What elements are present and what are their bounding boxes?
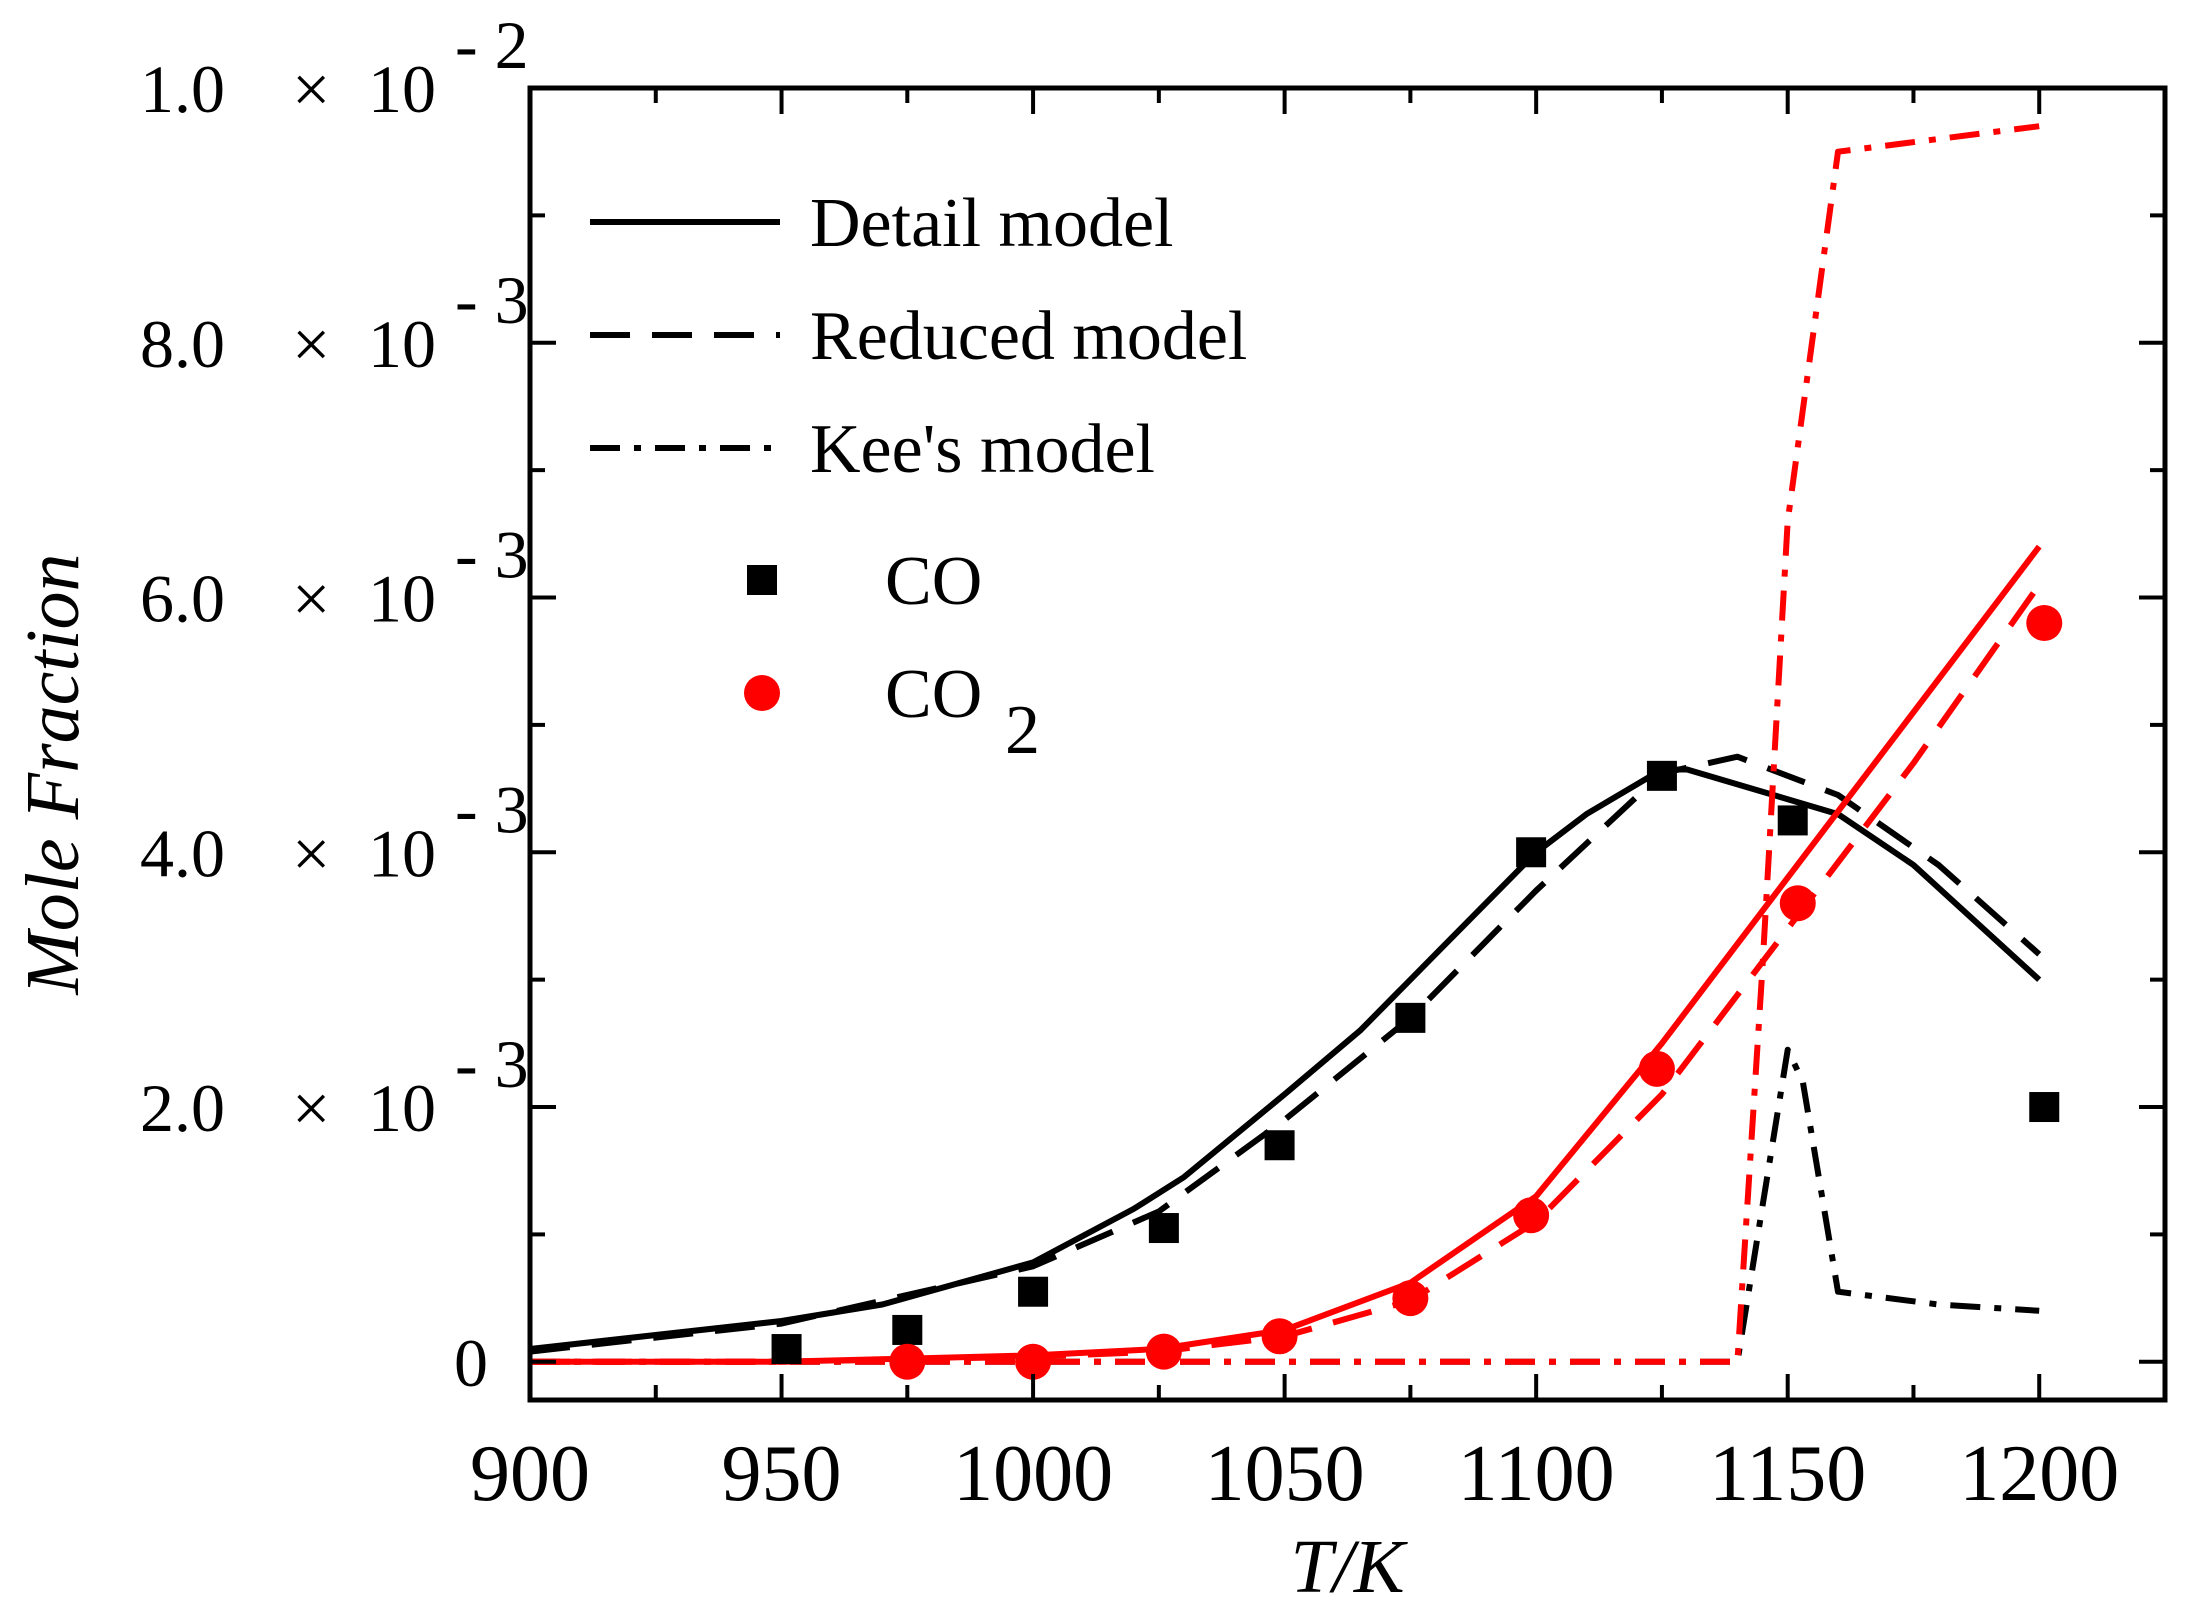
y-tick-times: × [292,815,330,891]
y-tick-base: 10 [368,1070,436,1146]
y-tick-times: × [292,306,330,382]
y-tick-exponent: - 3 [455,1026,529,1102]
data-point-co [1148,1213,1179,1244]
y-tick-exponent: - 2 [455,7,529,83]
y-tick-exponent: - 3 [455,262,529,338]
legend-label: Detail model [810,185,1174,262]
data-point-co [1018,1276,1049,1307]
y-tick-mantissa: 6.0 [140,561,225,637]
y-tick-times: × [292,51,330,127]
x-tick-label: 1050 [1205,1430,1365,1518]
y-tick-mantissa: 8.0 [140,306,225,382]
y-tick-base: 10 [368,306,436,382]
data-point-co [1777,805,1808,836]
y-tick-times: × [292,561,330,637]
data-point-co [892,1314,923,1345]
y-tick-label: 1.0 × 10 - 2 [140,7,529,127]
data-point-co2 [1261,1318,1298,1355]
x-tick-label: 950 [722,1430,842,1518]
x-tick-label: 1100 [1458,1430,1615,1518]
series-line-co-solid [529,766,2042,1352]
y-tick-label: 8.0 × 10 - 3 [140,262,529,382]
y-tick-label: 4.0 × 10 - 3 [140,771,529,891]
data-point-co2 [1145,1333,1182,1370]
legend-label: Kee's model [810,411,1155,488]
marker-layer [771,604,2063,1380]
x-tick-label: 1200 [1959,1430,2119,1518]
y-tick-exponent: - 3 [455,771,529,847]
series-line-co-dashed [529,753,2042,1355]
data-point-co [771,1334,802,1365]
y-tick-base: 10 [368,815,436,891]
data-point-co2 [1779,885,1816,922]
legend-label: CO [885,656,982,733]
y-tick-mantissa: 0 [454,1325,488,1401]
legend-marker-circle [744,675,780,711]
y-tick-label: 2.0 × 10 - 3 [140,1026,529,1146]
legend: Detail model Reduced model Kee's model CO CO… [590,185,1247,769]
x-tick-label: 900 [470,1430,590,1518]
y-tick-label: 6.0 × 10 - 3 [140,517,529,637]
y-tick-label: 0 [454,1325,488,1401]
y-tick-base: 10 [368,561,436,637]
legend-label-subscript: 2 [1005,692,1040,769]
y-tick-mantissa: 2.0 [140,1070,225,1146]
y-tick-times: × [292,1070,330,1146]
data-point-co2 [889,1343,926,1380]
y-tick-mantissa: 1.0 [140,51,225,127]
y-tick-mantissa: 4.0 [140,815,225,891]
y-axis-title: Mole Fraction [11,553,95,995]
series-line-co2-solid [530,544,2042,1365]
x-tick-label: 1150 [1709,1430,1866,1518]
data-point-co [1395,1002,1426,1033]
series-line-co2-dashdot [530,123,2040,1365]
tick-layer: 900 950 1000 1050 1100 1150 1200 0 2.0 × 10 - 3 4.0 ×… [140,7,2165,1518]
x-tick-label: 1000 [953,1430,1113,1518]
data-point-co2 [1015,1343,1052,1380]
data-point-co2 [2026,604,2063,641]
series-layer [529,123,2042,1365]
legend-marker-square [747,565,777,595]
plot-frame [527,85,2168,1403]
data-point-co2 [1513,1197,1550,1234]
legend-label: CO [885,543,982,620]
y-tick-exponent: - 3 [455,517,529,593]
y-tick-base: 10 [368,51,436,127]
data-point-co2 [1638,1050,1675,1087]
legend-label: Reduced model [810,298,1247,375]
data-point-co [1264,1130,1295,1161]
data-point-co2 [1392,1280,1429,1317]
data-point-co [2029,1092,2060,1123]
data-point-co [1646,760,1677,791]
data-point-co [1516,837,1547,868]
x-axis-title: T/K [1290,1525,1407,1607]
